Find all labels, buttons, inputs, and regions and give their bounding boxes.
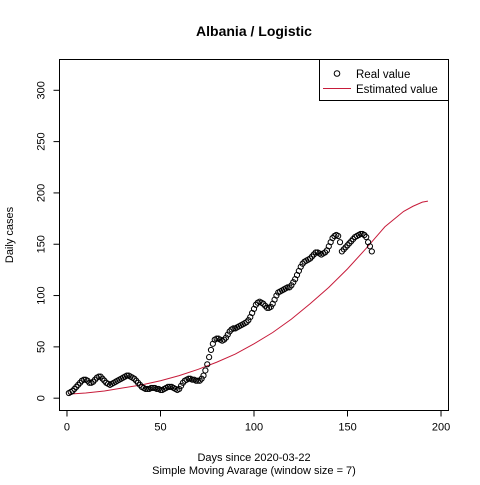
real-value-point <box>144 385 151 393</box>
real-value-point <box>368 248 375 255</box>
x-tick-label: 100 <box>245 422 263 434</box>
chart-title: Albania / Logistic <box>196 23 312 39</box>
real-value-point <box>273 292 280 299</box>
x-axis-label: Days since 2020-03-22 <box>197 452 310 464</box>
real-value-point <box>366 243 374 250</box>
real-value-point <box>245 317 252 324</box>
real-value-point <box>267 303 274 310</box>
y-tick-label: 0 <box>36 395 48 401</box>
y-tick-label: 150 <box>36 235 48 253</box>
real-value-point <box>335 232 342 240</box>
real-value-point <box>206 354 213 361</box>
real-value-point <box>222 334 230 341</box>
y-axis: 0 50 100 150 200 250 300 <box>36 81 60 401</box>
legend-real-value-label: Real value <box>356 69 410 81</box>
real-value-point <box>148 384 155 392</box>
real-value-point <box>185 375 192 382</box>
real-value-point <box>166 383 173 390</box>
real-value-point <box>213 335 220 342</box>
x-tick-label: 50 <box>154 422 166 434</box>
legend-estimated-value-label: Estimated value <box>356 84 438 96</box>
real-value-point <box>177 382 185 389</box>
x-tick-label: 0 <box>64 422 70 434</box>
legend-real-value-marker <box>333 70 341 77</box>
x-tick-label: 150 <box>338 422 356 434</box>
x-axis: 0 50 100 150 200 <box>64 410 450 434</box>
x-axis-sublabel: Simple Moving Avarage (window size = 7) <box>152 465 356 477</box>
real-value-point <box>164 383 172 390</box>
real-value-point <box>80 376 87 383</box>
x-tick-label: 200 <box>432 422 450 434</box>
real-value-point <box>357 230 364 238</box>
y-axis-label: Daily cases <box>4 206 16 263</box>
y-tick-label: 250 <box>36 132 48 150</box>
estimated-value-line <box>68 200 429 395</box>
real-value-point <box>153 385 160 393</box>
estimated-value-series <box>68 200 429 395</box>
real-value-point <box>149 384 157 392</box>
real-value-point <box>297 263 304 270</box>
legend: Real value Estimated value <box>319 59 449 101</box>
real-value-point <box>224 331 231 338</box>
real-value-point <box>336 239 344 246</box>
real-value-point <box>200 372 207 379</box>
real-value-point <box>192 377 200 384</box>
real-value-point <box>189 376 196 383</box>
real-value-point <box>198 375 205 382</box>
real-value-point <box>312 249 319 256</box>
real-value-point <box>202 367 209 374</box>
y-tick-label: 300 <box>36 81 48 99</box>
real-value-point <box>363 233 370 241</box>
real-value-point <box>86 379 93 386</box>
real-value-point <box>157 386 164 394</box>
real-value-point <box>290 279 297 286</box>
y-tick-label: 100 <box>36 286 48 304</box>
y-tick-label: 200 <box>36 184 48 202</box>
real-value-point <box>123 372 130 379</box>
y-tick-label: 50 <box>36 341 48 353</box>
real-value-point <box>204 361 211 368</box>
legend-box <box>319 59 449 101</box>
real-value-point <box>142 385 149 393</box>
real-value-point <box>176 385 183 393</box>
real-value-point <box>230 325 237 332</box>
real-value-point <box>207 346 215 354</box>
real-value-series <box>65 230 375 397</box>
real-value-point <box>288 282 295 289</box>
real-value-point <box>263 304 271 311</box>
